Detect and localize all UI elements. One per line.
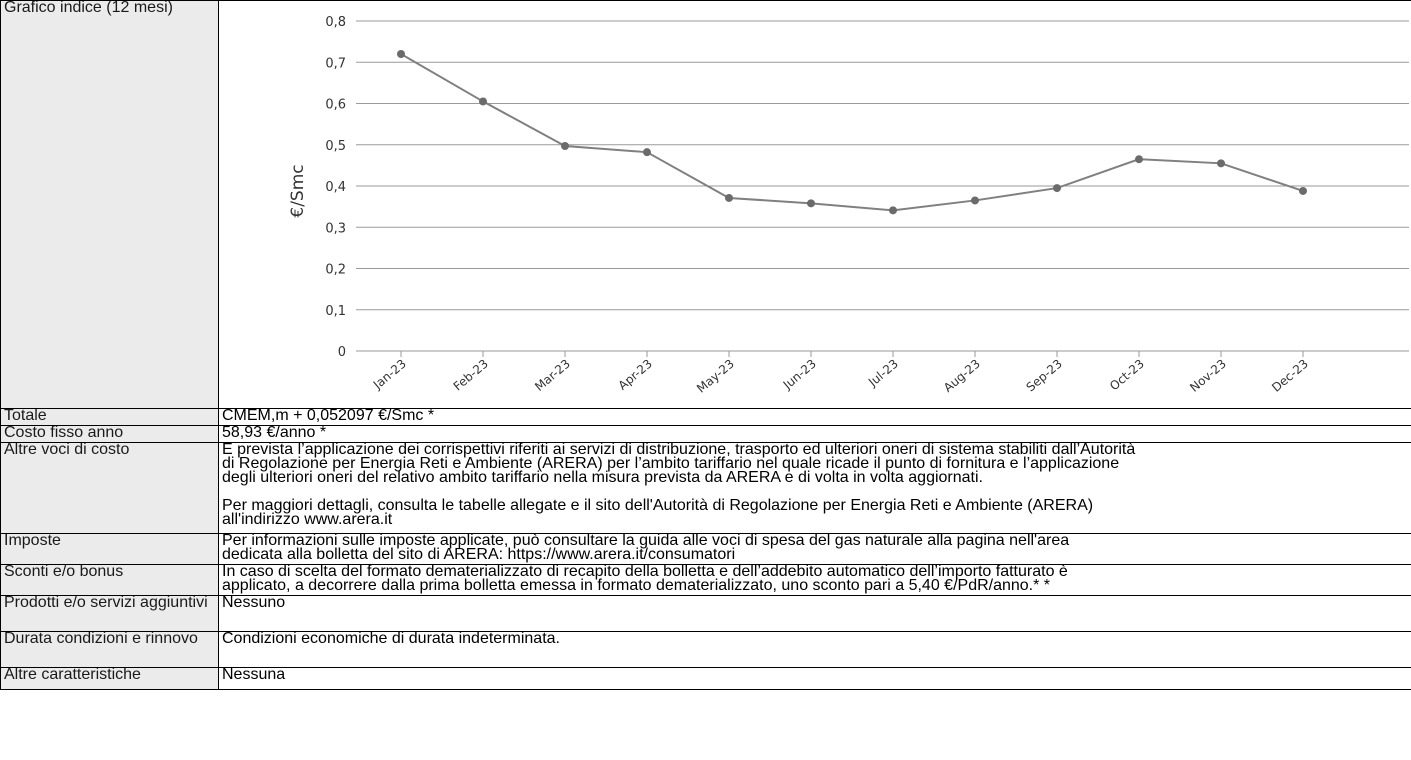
y-tick-label: 0,4 — [325, 180, 346, 195]
data-point — [397, 50, 405, 58]
data-point — [807, 199, 815, 208]
imposte-value: Per informazioni sulle imposte applicate… — [218, 533, 1411, 565]
y-tick-label: 0,7 — [325, 56, 346, 71]
altre-caratteristiche-label: Altre caratteristiche — [0, 667, 219, 690]
altre-voci-line-5: all'indirizzo www.arera.it — [222, 511, 393, 528]
costo-fisso-value: 58,93 €/anno * — [218, 425, 1411, 443]
durata-label: Durata condizioni e rinnovo — [0, 631, 219, 668]
series-line — [400, 53, 1304, 212]
row-imposte: Imposte Per informazioni sulle imposte a… — [0, 533, 1411, 565]
grafico-label: Grafico indice (12 mesi) — [0, 0, 219, 409]
data-point — [1053, 184, 1061, 193]
y-tick-label: 0,3 — [325, 221, 346, 236]
durata-value: Condizioni economiche di durata indeterm… — [218, 631, 1411, 668]
altre-voci-line-3: degli ulteriori oneri del relativo ambit… — [222, 469, 983, 486]
prodotti-value: Nessuno — [218, 595, 1411, 632]
sconti-value: In caso di scelta del formato dematerial… — [218, 564, 1411, 596]
y-tick-label: 0,6 — [325, 98, 346, 113]
altre-voci-line-2: di Regolazione per Energia Reti e Ambien… — [222, 455, 1120, 472]
data-point — [561, 141, 569, 150]
x-tick-label: Mar-23 — [532, 357, 573, 394]
sconti-label: Sconti e/o bonus — [0, 564, 219, 596]
x-tick-label: Jan-23 — [370, 357, 409, 393]
imposte-line-2: dedicata alla bolletta del sito di ARERA… — [222, 546, 736, 563]
data-point — [889, 206, 897, 215]
price-index-chart: 0 0,1 0,2 0,3 0,4 0,5 0,6 0,7 0,8 €/Smc Jan-23 Feb-… — [288, 15, 1411, 396]
y-tick-label: 0,2 — [325, 263, 346, 278]
data-point — [643, 148, 651, 157]
row-altre-voci: Altre voci di costo È prevista l’applica… — [0, 442, 1411, 534]
y-axis-label: €/Smc — [288, 164, 308, 217]
x-tick-label: Apr-23 — [616, 357, 655, 393]
x-tick-label: Aug-23 — [941, 357, 983, 395]
x-tick-label: Dec-23 — [1269, 357, 1311, 395]
data-point — [479, 97, 487, 106]
y-tick-label: 0,1 — [325, 304, 346, 319]
imposte-line-1: Per informazioni sulle imposte applicate… — [222, 533, 1070, 549]
altre-voci-label: Altre voci di costo — [0, 442, 219, 534]
row-costo-fisso: Costo fisso anno 58,93 €/anno * — [0, 425, 1411, 443]
totale-label: Totale — [0, 408, 219, 426]
y-tick-label: 0,5 — [325, 139, 346, 154]
row-grafico: Grafico indice (12 mesi) 0 0,1 0,2 0,3 0,4 0,… — [0, 0, 1411, 409]
offer-table: Grafico indice (12 mesi) 0 0,1 0,2 0,3 0,4 0,… — [0, 0, 1411, 690]
x-tick-label: Jul-23 — [865, 357, 901, 390]
altre-voci-line-1: È prevista l’applicazione dei corrispett… — [222, 442, 1136, 458]
altre-caratteristiche-value: Nessuna — [218, 667, 1411, 690]
sconti-line-1: In caso di scelta del formato dematerial… — [222, 564, 1068, 580]
data-point — [1217, 159, 1225, 168]
x-tick-label: Sep-23 — [1024, 357, 1065, 395]
y-tick-label: 0 — [338, 345, 346, 360]
x-tick-label: May-23 — [694, 357, 737, 396]
y-tick-label: 0,8 — [325, 15, 346, 30]
data-point — [1135, 155, 1143, 164]
x-tick-label: Jun-23 — [780, 357, 819, 393]
data-point — [1299, 186, 1307, 195]
data-point — [971, 196, 979, 205]
altre-voci-line-4: Per maggiori dettagli, consulta le tabel… — [222, 497, 1094, 514]
altre-voci-value: È prevista l’applicazione dei corrispett… — [218, 442, 1411, 534]
prodotti-label: Prodotti e/o servizi aggiuntivi — [0, 595, 219, 632]
row-totale: Totale CMEM,m + 0,052097 €/Smc * — [0, 408, 1411, 426]
row-durata: Durata condizioni e rinnovo Condizioni e… — [0, 631, 1411, 668]
totale-value: CMEM,m + 0,052097 €/Smc * — [218, 408, 1411, 426]
row-prodotti: Prodotti e/o servizi aggiuntivi Nessuno — [0, 595, 1411, 632]
chart-cell: 0 0,1 0,2 0,3 0,4 0,5 0,6 0,7 0,8 €/Smc Jan-23 Feb-… — [218, 0, 1411, 409]
imposte-label: Imposte — [0, 533, 219, 565]
x-tick-label: Feb-23 — [451, 357, 491, 394]
costo-fisso-label: Costo fisso anno — [0, 425, 219, 443]
x-tick-label: Nov-23 — [1187, 357, 1229, 395]
data-point — [725, 193, 733, 202]
row-altre-caratteristiche: Altre caratteristiche Nessuna — [0, 667, 1411, 690]
x-tick-label: Oct-23 — [1107, 357, 1147, 394]
sconti-line-2: applicato, a decorrere dalla prima bolle… — [222, 577, 1051, 594]
row-sconti: Sconti e/o bonus In caso di scelta del f… — [0, 564, 1411, 596]
